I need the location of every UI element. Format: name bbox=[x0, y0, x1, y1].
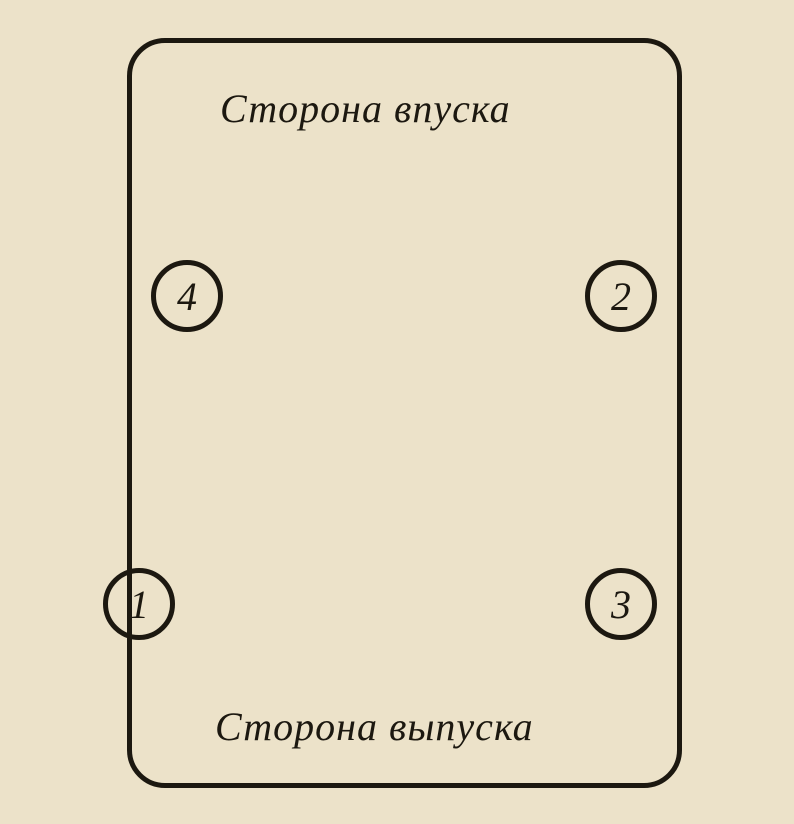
node-2-label: 2 bbox=[611, 273, 631, 320]
outer-frame bbox=[127, 38, 682, 788]
node-4: 4 bbox=[151, 260, 223, 332]
node-1: 1 bbox=[103, 568, 175, 640]
node-1-label: 1 bbox=[129, 581, 149, 628]
node-3-label: 3 bbox=[611, 581, 631, 628]
bottom-label: Сторона выпуска bbox=[215, 703, 534, 750]
top-label: Сторона впуска bbox=[220, 85, 511, 132]
node-4-label: 4 bbox=[177, 273, 197, 320]
node-3: 3 bbox=[585, 568, 657, 640]
node-2: 2 bbox=[585, 260, 657, 332]
diagram-canvas: Сторона впуска Сторона выпуска 4 2 1 3 bbox=[0, 0, 794, 824]
